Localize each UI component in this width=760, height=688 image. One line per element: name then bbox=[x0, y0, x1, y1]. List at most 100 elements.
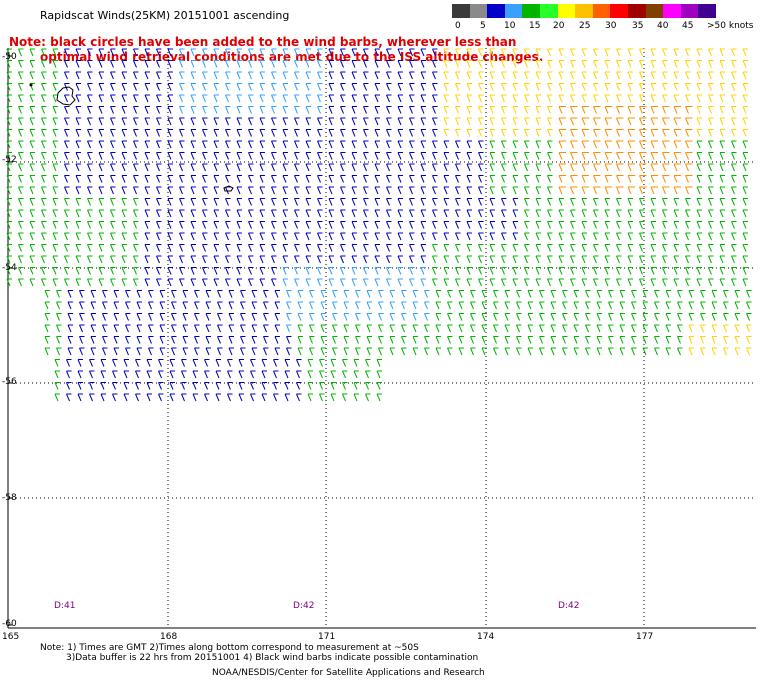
wind-barb bbox=[443, 117, 449, 126]
wind-barb bbox=[696, 232, 702, 241]
wind-barb bbox=[662, 186, 670, 195]
wind-barb bbox=[650, 221, 656, 229]
wind-barb bbox=[550, 301, 556, 310]
wind-barb bbox=[18, 267, 24, 275]
lon-label: 168 bbox=[160, 632, 178, 642]
wind-barb bbox=[294, 244, 300, 252]
wind-barb bbox=[650, 129, 658, 137]
wind-barb bbox=[631, 336, 637, 344]
wind-barb bbox=[190, 232, 196, 241]
wind-barb bbox=[213, 198, 219, 206]
wind-barb bbox=[593, 163, 601, 172]
wind-barb bbox=[18, 106, 24, 114]
wind-barb bbox=[639, 244, 645, 252]
wind-barb bbox=[639, 198, 645, 206]
wind-barb bbox=[481, 290, 487, 298]
wind-barb bbox=[478, 244, 484, 252]
wind-barb bbox=[305, 198, 311, 206]
wind-barb bbox=[259, 186, 265, 195]
wind-barb bbox=[29, 175, 35, 183]
wind-barb bbox=[409, 163, 415, 172]
wind-barb bbox=[6, 71, 12, 80]
wind-barb bbox=[294, 198, 300, 206]
wind-barb bbox=[236, 152, 242, 160]
wind-barb bbox=[708, 232, 714, 241]
wind-barb bbox=[248, 94, 254, 103]
wind-barb bbox=[54, 393, 60, 402]
wind-barb bbox=[608, 336, 614, 344]
wind-barb bbox=[64, 106, 70, 114]
day-label: D:42 bbox=[293, 601, 315, 611]
wind-barb bbox=[432, 106, 438, 114]
wind-barb bbox=[328, 278, 334, 287]
day-label: D:42 bbox=[558, 601, 580, 611]
wind-barb bbox=[443, 198, 449, 206]
wind-barb bbox=[376, 382, 382, 390]
wind-barb bbox=[409, 255, 415, 264]
wind-barb bbox=[100, 393, 106, 402]
wind-barb bbox=[604, 83, 610, 91]
wind-barb bbox=[455, 94, 461, 103]
wind-barb bbox=[67, 347, 73, 356]
wind-barb bbox=[98, 106, 104, 114]
wind-barb bbox=[259, 267, 265, 275]
wind-barb bbox=[654, 313, 660, 321]
wind-barb bbox=[144, 186, 150, 195]
wind-barb bbox=[75, 129, 81, 137]
wind-barb bbox=[455, 175, 461, 183]
wind-barb bbox=[156, 175, 162, 183]
wind-barb bbox=[44, 301, 50, 310]
wind-barb bbox=[240, 336, 246, 344]
wind-barb bbox=[711, 324, 717, 333]
wind-barb bbox=[489, 255, 495, 264]
wind-barb bbox=[110, 83, 116, 91]
wind-barb bbox=[639, 209, 645, 218]
wind-barb bbox=[627, 117, 635, 126]
wind-barb bbox=[627, 163, 635, 172]
wind-barb bbox=[296, 393, 302, 402]
wind-barb bbox=[662, 267, 668, 275]
wind-barb bbox=[29, 129, 35, 137]
island-outline bbox=[56, 86, 76, 106]
wind-barb bbox=[512, 209, 518, 218]
wind-barb bbox=[581, 106, 589, 114]
scale-label: 0 bbox=[455, 21, 461, 31]
wind-barb bbox=[558, 106, 566, 114]
wind-barb bbox=[363, 60, 369, 68]
wind-barb bbox=[294, 106, 300, 114]
wind-barb bbox=[144, 232, 150, 241]
wind-barb bbox=[110, 186, 116, 195]
wind-barb bbox=[570, 209, 576, 218]
wind-barb bbox=[236, 186, 242, 195]
wind-barb bbox=[685, 140, 693, 149]
wind-barb bbox=[374, 60, 380, 68]
wind-barb bbox=[248, 48, 254, 57]
wind-barb bbox=[351, 278, 357, 287]
wind-barb bbox=[328, 48, 334, 57]
wind-barb bbox=[608, 301, 614, 310]
footer-note-1: Note: 1) Times are GMT 2)Times along bot… bbox=[40, 643, 419, 653]
wind-barb bbox=[466, 152, 472, 160]
wind-barb bbox=[501, 175, 507, 183]
wind-barb bbox=[642, 336, 648, 344]
wind-barb bbox=[746, 290, 752, 298]
wind-barb bbox=[351, 255, 357, 264]
wind-barb bbox=[478, 232, 484, 241]
wind-barb bbox=[443, 71, 449, 80]
wind-barb bbox=[259, 244, 265, 252]
wind-barb bbox=[250, 370, 256, 379]
wind-barb bbox=[708, 175, 714, 183]
wind-barb bbox=[213, 94, 219, 103]
wind-barb bbox=[501, 198, 507, 206]
wind-barb bbox=[90, 336, 96, 344]
wind-barb bbox=[343, 290, 349, 298]
wind-barb bbox=[121, 117, 127, 126]
wind-barb bbox=[248, 232, 254, 241]
wind-barb bbox=[263, 336, 269, 344]
wind-barb bbox=[87, 244, 93, 252]
wind-barb bbox=[271, 117, 277, 126]
wind-barb bbox=[731, 267, 737, 275]
wind-barb bbox=[213, 71, 219, 80]
wind-barb bbox=[516, 313, 522, 321]
wind-barb bbox=[642, 324, 648, 333]
